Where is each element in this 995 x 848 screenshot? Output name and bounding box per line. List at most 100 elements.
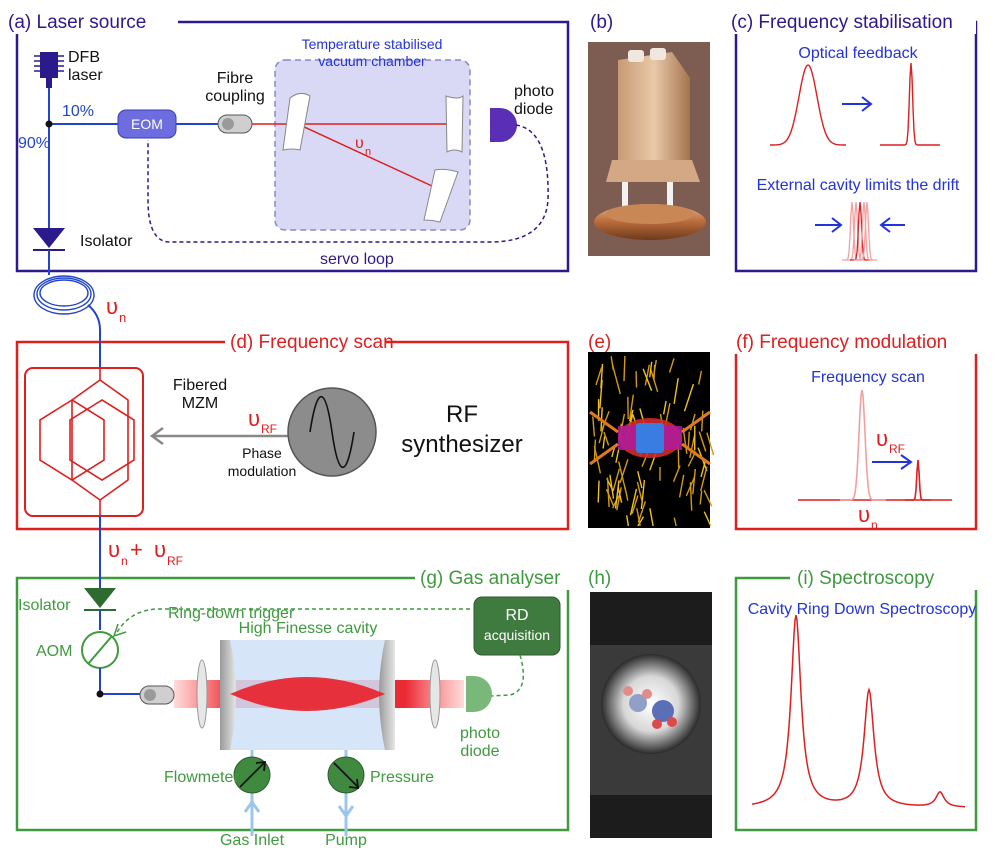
trigger-line	[115, 608, 470, 635]
broad-peak	[770, 64, 846, 146]
photodiode-icon	[490, 108, 517, 142]
panel-gas-analyser: (g) Gas analyser Isolator AOM Ring-down …	[15, 560, 570, 848]
eom-label: EOM	[131, 116, 163, 132]
field-line	[631, 495, 639, 514]
field-line	[653, 364, 656, 380]
mirror-right	[445, 94, 464, 153]
blue-core	[636, 423, 664, 453]
field-line	[673, 517, 677, 527]
external-cavity-label: External cavity limits the drift	[757, 177, 960, 194]
collimator-icon	[139, 685, 175, 705]
pct90-label: 90%	[18, 135, 50, 152]
isolator-icon	[33, 228, 65, 251]
field-line	[610, 356, 614, 370]
g-isolator-label: Isolator	[18, 597, 71, 614]
field-line	[700, 466, 708, 492]
servo-loop-label: servo loop	[320, 251, 394, 268]
photo-label: photo	[514, 83, 554, 100]
field-line	[614, 480, 620, 509]
optical-feedback-label: Optical feedback	[798, 45, 918, 62]
field-line	[706, 432, 715, 456]
panel-frequency-stabilisation: (c) Frequency stabilisation Optical feed…	[728, 10, 978, 273]
nu-n-label: υ	[355, 135, 364, 152]
spectrum-line	[751, 615, 965, 808]
field-line	[628, 394, 634, 421]
field-line	[626, 515, 630, 527]
panel-g-title: (g) Gas analyser	[420, 568, 561, 589]
isolator-icon-g	[84, 588, 116, 611]
arrow-right-icon	[842, 96, 873, 112]
panel-f-title: (f) Frequency modulation	[736, 332, 947, 353]
field-line	[662, 400, 667, 415]
field-line	[699, 490, 703, 505]
field-line	[672, 465, 681, 482]
f-nu-n-label: υ	[858, 502, 870, 527]
svg-text:n: n	[121, 554, 128, 568]
pct10-label: 10%	[62, 103, 94, 120]
sine-wave-icon	[309, 395, 355, 469]
lens-right	[429, 659, 441, 729]
phase-label: Phase	[242, 445, 282, 461]
f-nu-n-sub: n	[871, 518, 878, 532]
fibered-label: Fibered	[173, 377, 227, 394]
g-photodiode-icon	[466, 676, 492, 712]
field-line	[687, 431, 690, 449]
field-line	[606, 477, 610, 508]
fiber-nu-label: υ	[106, 294, 118, 319]
panel-b-title: (b)	[590, 12, 613, 33]
mzm-label: MZM	[182, 395, 218, 412]
field-line	[698, 370, 703, 385]
dfb-laser-icon	[34, 52, 64, 88]
shifted-peak	[905, 459, 931, 501]
field-line	[595, 367, 603, 386]
field-line	[642, 368, 653, 391]
field-line	[636, 481, 644, 504]
svg-text:υ: υ	[154, 537, 166, 562]
field-line	[698, 431, 707, 452]
drift-peak	[857, 201, 877, 261]
field-line	[597, 480, 600, 503]
field-line	[692, 468, 696, 495]
field-line	[700, 460, 707, 478]
arrows-inward-icon	[815, 217, 905, 233]
crds-label: Cavity Ring Down Spectroscopy	[748, 601, 977, 618]
rd-label: RD	[505, 607, 528, 624]
lens-left	[196, 659, 208, 729]
field-line	[593, 439, 597, 462]
field-line	[701, 410, 704, 432]
field-line	[703, 489, 713, 507]
aom-label: AOM	[36, 643, 72, 660]
panel-h-title: (h)	[588, 568, 611, 589]
panel-frequency-modulation: (f) Frequency modulation Frequency scan …	[728, 330, 978, 532]
dfb-label: DFB	[68, 49, 100, 66]
field-line	[649, 361, 653, 378]
panel-e-title: (e)	[588, 332, 611, 353]
g-photo-label: photo	[460, 725, 500, 742]
rd-acquisition-box	[473, 596, 561, 656]
panel-a-title: (a) Laser source	[8, 12, 146, 33]
field-line	[637, 471, 643, 489]
mzm-box	[24, 367, 144, 517]
cavity-mirror-left	[220, 640, 236, 750]
field-line	[636, 508, 641, 527]
panel-frequency-scan: (d) Frequency scan Fibered MZM υ RF Phas…	[15, 330, 570, 560]
chamber-label-1: Temperature stabilised	[302, 36, 443, 52]
field-line	[640, 480, 646, 509]
field-line	[703, 511, 712, 527]
field-line	[629, 488, 638, 516]
sum-frequency-label: υ n + υ RF	[108, 537, 183, 568]
cavity-label: High Finesse cavity	[239, 620, 378, 637]
svg-text:υ: υ	[108, 537, 120, 562]
flowmeter-label: Flowmeter	[164, 769, 239, 786]
field-line	[683, 383, 695, 412]
nu-n-sub: n	[365, 146, 371, 158]
original-peak	[840, 389, 886, 501]
field-line	[650, 368, 659, 393]
field-line	[601, 411, 610, 430]
field-line	[689, 482, 693, 511]
drift-peak	[846, 201, 866, 261]
field-line	[619, 459, 629, 484]
field-line	[623, 355, 626, 382]
g-diode-label: diode	[460, 743, 499, 760]
f-nu-rf-sub: RF	[889, 442, 905, 456]
